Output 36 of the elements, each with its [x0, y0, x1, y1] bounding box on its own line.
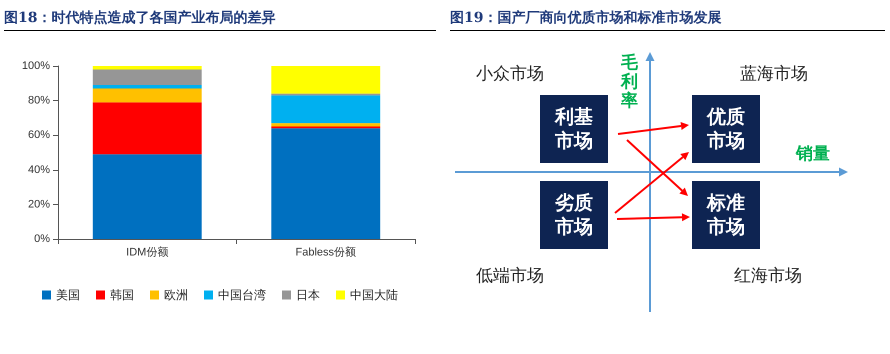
text: 蓝海市场: [740, 63, 808, 85]
bar: [92, 66, 202, 70]
legend-label: 中国大陆: [350, 288, 398, 302]
bar: [271, 95, 380, 124]
x-tick-label: Fabless份额: [295, 246, 356, 258]
bar: [92, 88, 202, 102]
text: 图19：国产厂商向优质市场和标准市场发展: [450, 6, 885, 31]
text: 红海市场: [734, 265, 802, 287]
y-tick-label: 100%: [22, 60, 50, 72]
text: 优质市场: [692, 95, 760, 163]
legend-label: 中国台湾: [218, 288, 266, 302]
bar: [92, 154, 202, 239]
text: 标准市场: [692, 181, 760, 249]
bar: [92, 69, 202, 86]
y-tick-label: 40%: [28, 164, 50, 176]
bar: [92, 102, 202, 154]
bar: [271, 66, 380, 94]
y-tick-label: 20%: [28, 198, 50, 210]
legend-label: 日本: [296, 288, 320, 302]
y-tick-label: 60%: [28, 129, 50, 142]
x-tick-label: IDM份额: [126, 246, 168, 258]
text: 低端市场: [476, 265, 544, 287]
legend-label: 美国: [56, 288, 80, 302]
text: 利基市场: [540, 95, 608, 163]
bar: [271, 128, 380, 239]
text: 小众市场: [476, 63, 544, 85]
legend-label: 欧洲: [164, 288, 188, 302]
legend-label: 韩国: [110, 288, 134, 302]
y-tick-label: 80%: [28, 94, 50, 107]
text: 销量: [796, 143, 830, 165]
bar: [92, 85, 202, 88]
text: 劣质市场: [540, 181, 608, 249]
chart-title: 图18：时代特点造成了各国产业布局的差异: [4, 6, 436, 31]
y-tick-label: 0%: [34, 233, 50, 245]
text: 毛利率: [621, 53, 639, 111]
bar: [271, 123, 380, 127]
